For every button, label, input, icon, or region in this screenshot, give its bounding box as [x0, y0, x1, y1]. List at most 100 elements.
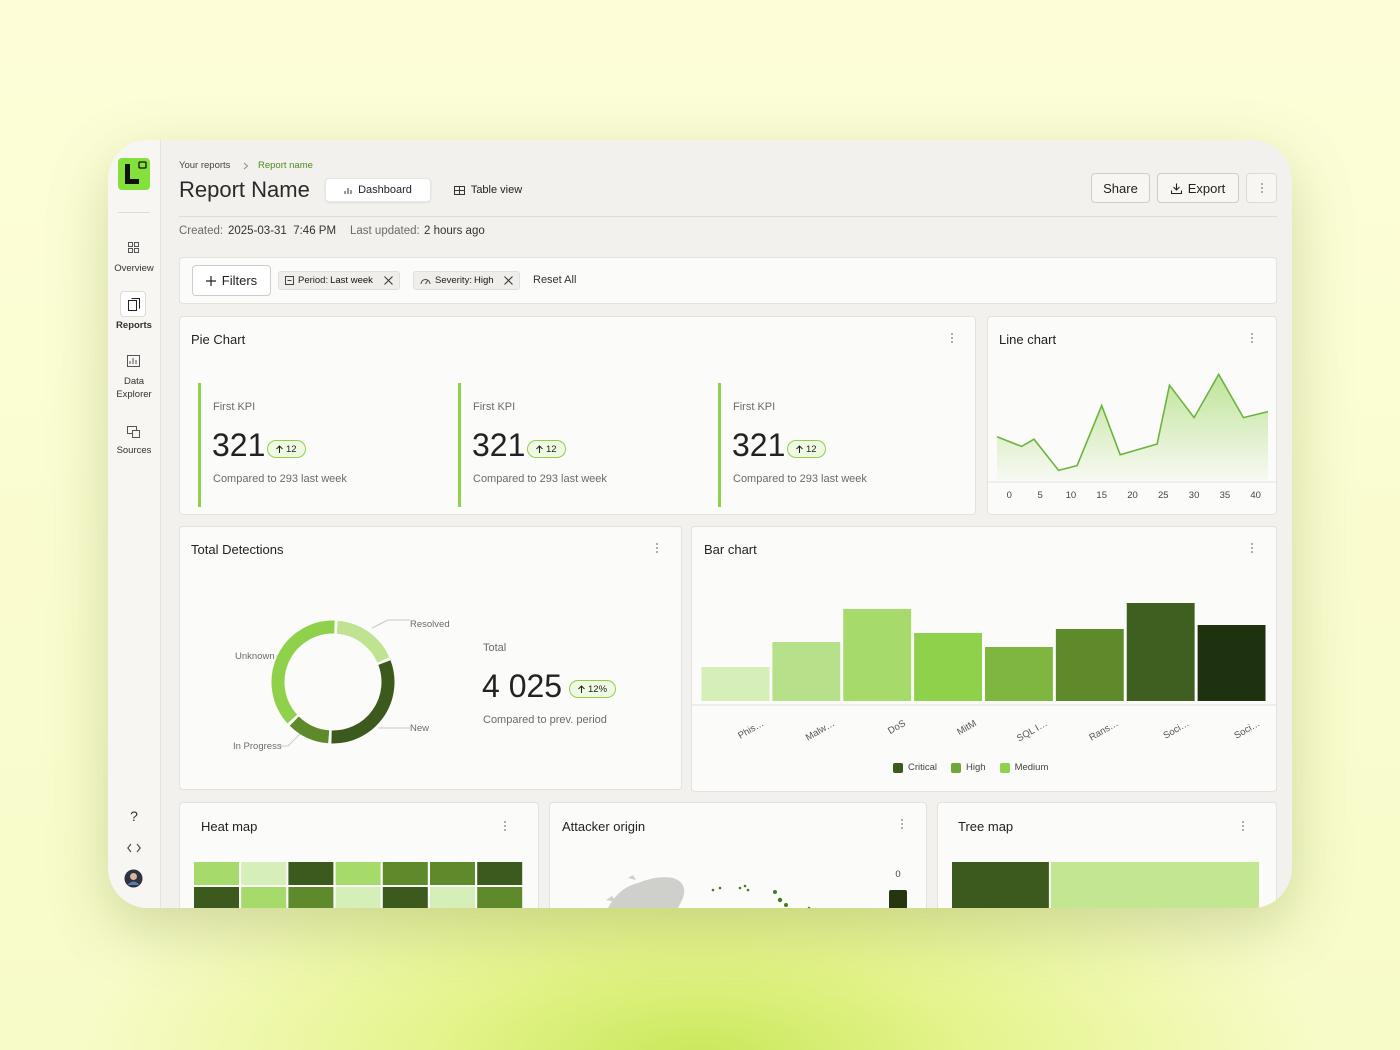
reset-link[interactable]: Reset All: [533, 274, 577, 286]
kebab-dot: [901, 823, 903, 825]
kebab-dot: [656, 547, 658, 549]
sources-icon: [127, 426, 140, 438]
kebab-dot: [504, 821, 506, 823]
kebab-icon[interactable]: [1241, 820, 1245, 832]
button-label: Share: [1103, 180, 1138, 196]
panel-title: Bar chart: [704, 542, 757, 557]
meta-value: 2025-03-31 7:46 PM: [228, 225, 337, 237]
nav-item[interactable]: Data Explorer: [116, 376, 152, 400]
nav-active-box: [120, 291, 146, 317]
delta-value: 12: [806, 443, 817, 455]
kebab-dot: [1251, 547, 1253, 549]
code-icon[interactable]: [127, 843, 141, 853]
kpi-value: 321: [472, 427, 526, 463]
nav-item[interactable]: Reports: [116, 320, 152, 331]
breadcrumb-current: Report name: [258, 160, 313, 171]
help-icon[interactable]: ?: [130, 808, 138, 824]
button-label: Export: [1187, 180, 1226, 196]
tab-active[interactable]: Dashboard: [325, 178, 431, 202]
kebab-dot: [1251, 333, 1253, 335]
meta-label: Last updated:: [350, 225, 420, 237]
delta-value: 12: [546, 443, 557, 455]
kebab-icon[interactable]: [655, 542, 659, 554]
legend-item: Critical: [893, 762, 937, 773]
donut-label: Unknown: [235, 651, 275, 662]
more-button[interactable]: [1246, 173, 1277, 203]
chip-value: High: [473, 275, 494, 286]
kebab-dot: [1251, 337, 1253, 339]
delta-pill: 12%: [569, 680, 617, 698]
legend-label: Medium: [1014, 762, 1049, 773]
kebab-icon[interactable]: [503, 820, 507, 832]
panel-title: Heat map: [201, 819, 258, 834]
logo[interactable]: [118, 158, 150, 190]
chip-value: Last week: [330, 275, 373, 286]
kpi-note: Compared to 293 last week: [213, 473, 347, 485]
up-arrow: [796, 445, 803, 453]
legend-swatch: [999, 762, 1010, 773]
chip-key: Severity:: [435, 275, 472, 286]
kebab-icon[interactable]: [950, 332, 954, 344]
delta-pill: 12: [267, 440, 306, 458]
bar-panel: [691, 526, 1277, 792]
kpi-note: Compared to 293 last week: [473, 473, 607, 485]
kebab-dot: [1260, 183, 1263, 185]
heatmap-panel: [179, 802, 539, 908]
nav-item[interactable]: Overview: [114, 263, 154, 274]
button-label: Filters: [221, 273, 258, 288]
breadcrumb[interactable]: Your reports: [179, 160, 231, 171]
delta-pill: 12: [787, 440, 826, 458]
legend-item: High: [951, 762, 986, 773]
explorer-icon: [127, 355, 140, 367]
download-icon: [1170, 183, 1182, 194]
meta-label: Created:: [179, 225, 224, 237]
treemap-panel: [937, 802, 1277, 908]
share-button[interactable]: Share: [1091, 173, 1150, 203]
kpi-bar: [718, 383, 721, 507]
kebab-dot: [1251, 551, 1253, 553]
legend-item: Medium: [999, 762, 1049, 773]
kpi-note: Compared to 293 last week: [733, 473, 867, 485]
avatar[interactable]: [124, 869, 143, 888]
kebab-dot: [656, 551, 658, 553]
kpi-panel: [179, 316, 976, 515]
kebab-dot: [951, 337, 953, 339]
kebab-icon[interactable]: [1250, 332, 1254, 344]
kpi-value: 321: [732, 427, 786, 463]
close-icon[interactable]: [504, 276, 513, 285]
donut-label: New: [410, 723, 430, 734]
kebab-icon[interactable]: [1250, 542, 1254, 554]
table-icon: [453, 185, 465, 195]
sidebar: Overview Reports Data Explorer Sources ?: [108, 140, 161, 908]
reports-icon: [128, 298, 140, 311]
overview-icon: [128, 242, 139, 253]
total-label: Total: [483, 642, 507, 654]
export-button[interactable]: Export: [1157, 173, 1239, 203]
kpi-label: First KPI: [473, 401, 516, 413]
filter-chip[interactable]: Period: Last week: [278, 271, 400, 290]
nav-item[interactable]: Sources: [116, 445, 152, 456]
map-panel: [549, 802, 927, 908]
panel-title: Total Detections: [191, 542, 284, 557]
chip-key: Period:: [298, 275, 329, 286]
kpi-label: First KPI: [733, 401, 776, 413]
kebab-dot: [1251, 341, 1253, 343]
kebab-dot: [504, 825, 506, 827]
kebab-dot: [1242, 829, 1244, 831]
kebab-dot: [951, 341, 953, 343]
donut-label: In Progress: [233, 741, 282, 752]
tab-label: Dashboard: [358, 184, 412, 196]
legend-swatch: [893, 762, 903, 773]
close-icon[interactable]: [384, 276, 393, 285]
donut-panel: [179, 526, 682, 790]
filter-chip[interactable]: Severity: High: [413, 271, 520, 290]
kebab-dot: [1260, 191, 1263, 193]
filters-button[interactable]: Filters: [192, 265, 271, 296]
kebab-icon[interactable]: [900, 818, 904, 830]
up-arrow: [276, 445, 283, 453]
donut-label: Resolved: [410, 619, 450, 630]
tab[interactable]: Table view: [445, 178, 531, 202]
kpi-value: 321: [212, 427, 266, 463]
kpi-bar: [458, 383, 461, 507]
